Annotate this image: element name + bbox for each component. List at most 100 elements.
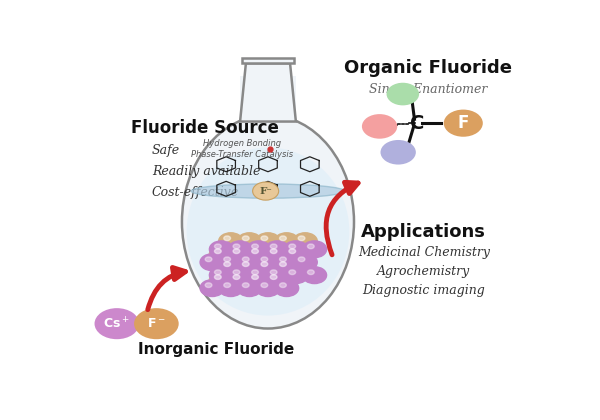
Text: Inorganic Fluoride: Inorganic Fluoride (138, 342, 294, 357)
Circle shape (386, 83, 419, 105)
Circle shape (228, 267, 252, 284)
Text: C: C (410, 114, 424, 133)
Circle shape (298, 236, 305, 241)
Circle shape (237, 254, 262, 270)
Circle shape (200, 254, 224, 270)
Text: Cost-effective: Cost-effective (152, 186, 239, 199)
Circle shape (265, 267, 289, 284)
Circle shape (218, 259, 243, 276)
Text: Safe: Safe (152, 144, 180, 157)
Circle shape (256, 280, 280, 297)
Circle shape (261, 236, 268, 241)
Circle shape (265, 241, 289, 258)
Circle shape (224, 236, 230, 241)
Circle shape (242, 236, 249, 241)
Circle shape (261, 262, 268, 266)
Circle shape (247, 246, 271, 262)
Circle shape (233, 244, 240, 249)
Circle shape (209, 246, 233, 262)
Circle shape (209, 267, 233, 284)
Circle shape (247, 272, 271, 289)
Ellipse shape (191, 184, 345, 198)
Circle shape (284, 267, 308, 284)
Circle shape (251, 244, 259, 249)
Text: Applications: Applications (361, 223, 486, 241)
Circle shape (218, 233, 243, 249)
Circle shape (274, 259, 299, 276)
Circle shape (233, 275, 240, 279)
Circle shape (218, 254, 243, 270)
Circle shape (237, 280, 262, 297)
Circle shape (380, 140, 416, 165)
Circle shape (233, 249, 240, 254)
Text: Medicinal Chemistry: Medicinal Chemistry (358, 246, 490, 259)
Circle shape (247, 267, 271, 284)
Circle shape (205, 283, 212, 288)
Circle shape (228, 272, 252, 289)
Circle shape (251, 249, 259, 254)
Circle shape (444, 110, 483, 137)
Circle shape (95, 308, 139, 339)
Circle shape (214, 249, 221, 254)
Circle shape (256, 254, 280, 270)
Circle shape (256, 259, 280, 276)
Circle shape (284, 246, 308, 262)
Text: Organic Fluoride: Organic Fluoride (344, 59, 512, 77)
Circle shape (274, 233, 299, 249)
Circle shape (253, 182, 278, 200)
Circle shape (214, 275, 221, 279)
Text: Diagnostic imaging: Diagnostic imaging (362, 284, 485, 297)
Circle shape (280, 236, 286, 241)
Circle shape (242, 283, 249, 288)
Circle shape (274, 280, 299, 297)
Circle shape (224, 262, 230, 266)
Circle shape (224, 283, 230, 288)
Circle shape (274, 254, 299, 270)
Circle shape (270, 244, 277, 249)
Circle shape (251, 270, 259, 275)
Circle shape (270, 270, 277, 275)
Circle shape (209, 272, 233, 289)
Circle shape (280, 257, 286, 262)
Circle shape (280, 283, 286, 288)
Circle shape (228, 246, 252, 262)
Circle shape (209, 241, 233, 258)
Circle shape (302, 241, 326, 258)
Circle shape (261, 257, 268, 262)
Circle shape (289, 244, 296, 249)
Circle shape (237, 233, 262, 249)
Text: Readily available: Readily available (152, 165, 260, 178)
Circle shape (362, 114, 397, 139)
Circle shape (261, 283, 268, 288)
Circle shape (270, 249, 277, 254)
FancyBboxPatch shape (240, 76, 296, 125)
Circle shape (242, 262, 249, 266)
Circle shape (247, 241, 271, 258)
Circle shape (280, 262, 286, 266)
Circle shape (289, 249, 296, 254)
Circle shape (289, 270, 296, 275)
Circle shape (200, 280, 224, 297)
Circle shape (265, 272, 289, 289)
Circle shape (293, 254, 317, 270)
Circle shape (228, 241, 252, 258)
Circle shape (134, 308, 179, 339)
Circle shape (307, 270, 314, 275)
Text: Hydrogen Bonding
Phase-Transfer Catalysis: Hydrogen Bonding Phase-Transfer Catalysi… (191, 139, 293, 159)
Circle shape (205, 257, 212, 262)
Circle shape (265, 246, 289, 262)
Circle shape (284, 241, 308, 258)
Text: F⁻: F⁻ (259, 186, 272, 196)
Ellipse shape (182, 115, 354, 328)
Text: Cs$^+$: Cs$^+$ (103, 316, 130, 331)
Circle shape (224, 257, 230, 262)
Text: F$^-$: F$^-$ (147, 317, 166, 330)
Ellipse shape (187, 147, 349, 315)
Circle shape (256, 233, 280, 249)
Text: F: F (458, 114, 469, 132)
Circle shape (251, 275, 259, 279)
Circle shape (214, 270, 221, 275)
Circle shape (302, 267, 326, 284)
Polygon shape (240, 63, 296, 121)
Circle shape (307, 244, 314, 249)
